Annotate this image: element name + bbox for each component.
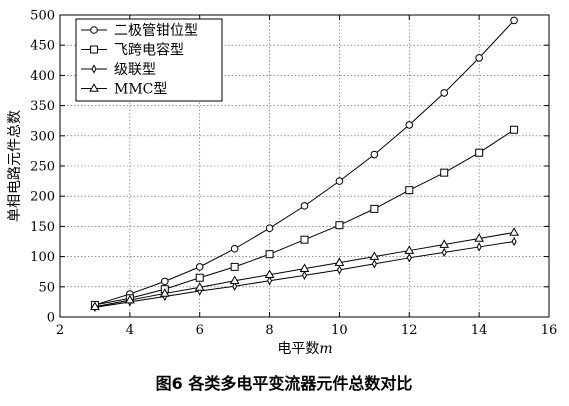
data-point (405, 186, 414, 195)
data-point (229, 275, 240, 285)
legend-label: MMC型 (114, 82, 167, 98)
data-point (439, 239, 450, 248)
data-point (509, 227, 519, 236)
data-point (441, 247, 447, 258)
axes: 2 4 6 8 10 12 14 16 0 50 100 150 200 250 300 350 400 450 5… (30, 9, 557, 339)
data-point (440, 89, 449, 97)
legend-marker (90, 45, 98, 54)
data-point (265, 250, 274, 259)
series-1 (90, 125, 519, 309)
data-point (232, 281, 238, 291)
legend-label: 二极管钳位型 (114, 23, 198, 39)
data-point (476, 242, 482, 252)
data-point (405, 121, 414, 129)
x-tick-label: 2 (56, 323, 64, 338)
data-point (195, 263, 204, 271)
legend-label: 级联型 (114, 62, 156, 78)
data-point (300, 202, 309, 210)
y-tick-label: 0 (47, 311, 55, 326)
data-point (230, 244, 239, 253)
legend-marker (91, 64, 97, 74)
data-point (194, 282, 205, 291)
data-point (475, 148, 484, 157)
y-axis-title: 单相电路元件总数 (7, 110, 23, 222)
data-point (299, 263, 310, 272)
data-point (301, 270, 308, 280)
data-point (266, 276, 273, 286)
data-point (440, 168, 449, 177)
data-point (510, 16, 518, 25)
data-point (335, 221, 344, 230)
legend-marker (90, 26, 98, 34)
data-point (159, 288, 170, 297)
x-tick-label: 14 (471, 323, 488, 338)
data-point (124, 294, 135, 304)
y-tick-label: 300 (30, 129, 55, 144)
y-tick-label: 450 (30, 39, 55, 54)
legend-box (75, 18, 223, 102)
data-point (264, 269, 275, 279)
data-point (474, 233, 485, 242)
series-3 (90, 227, 519, 311)
series-layer (90, 16, 519, 312)
data-point (406, 253, 412, 263)
legend-item: 二极管钳位型 (81, 23, 198, 39)
data-point (369, 251, 380, 260)
legend-label: 飞跨电容型 (114, 42, 184, 59)
y-tick-label: 200 (30, 190, 55, 205)
data-point (511, 236, 517, 247)
data-point (370, 150, 379, 159)
data-point (475, 54, 483, 62)
data-point (370, 204, 379, 213)
data-point (195, 273, 204, 282)
data-point (160, 277, 169, 286)
data-point (300, 235, 309, 244)
data-point (334, 257, 345, 266)
y-tick-label: 100 (30, 250, 55, 265)
figure-caption: 图6 各类多电平变流器元件总数对比 (156, 374, 413, 393)
data-point (336, 265, 343, 275)
data-point (335, 177, 344, 185)
data-point (90, 301, 100, 311)
x-tick-label: 12 (401, 323, 418, 338)
legend-item: MMC型 (81, 82, 167, 98)
legend-item: 级联型 (81, 62, 156, 78)
x-axis-title: 电平数m (277, 341, 332, 357)
legend-marker (89, 83, 99, 92)
data-point (404, 245, 415, 254)
data-point (510, 125, 519, 134)
y-tick-label: 250 (30, 160, 55, 175)
y-tick-label: 400 (30, 69, 55, 84)
x-tick-label: 16 (541, 323, 558, 338)
data-point (230, 262, 239, 271)
x-tick-label: 10 (331, 323, 348, 338)
x-tick-label: 6 (196, 323, 204, 338)
y-tick-label: 500 (30, 9, 55, 24)
x-tick-label: 4 (126, 323, 134, 338)
data-point (265, 224, 274, 233)
data-point (371, 259, 377, 269)
series-2 (92, 236, 517, 312)
y-tick-label: 150 (30, 220, 55, 235)
y-tick-label: 50 (38, 280, 55, 295)
legend-item: 飞跨电容型 (81, 42, 184, 59)
y-tick-label: 350 (30, 99, 55, 114)
x-tick-label: 8 (265, 323, 273, 338)
